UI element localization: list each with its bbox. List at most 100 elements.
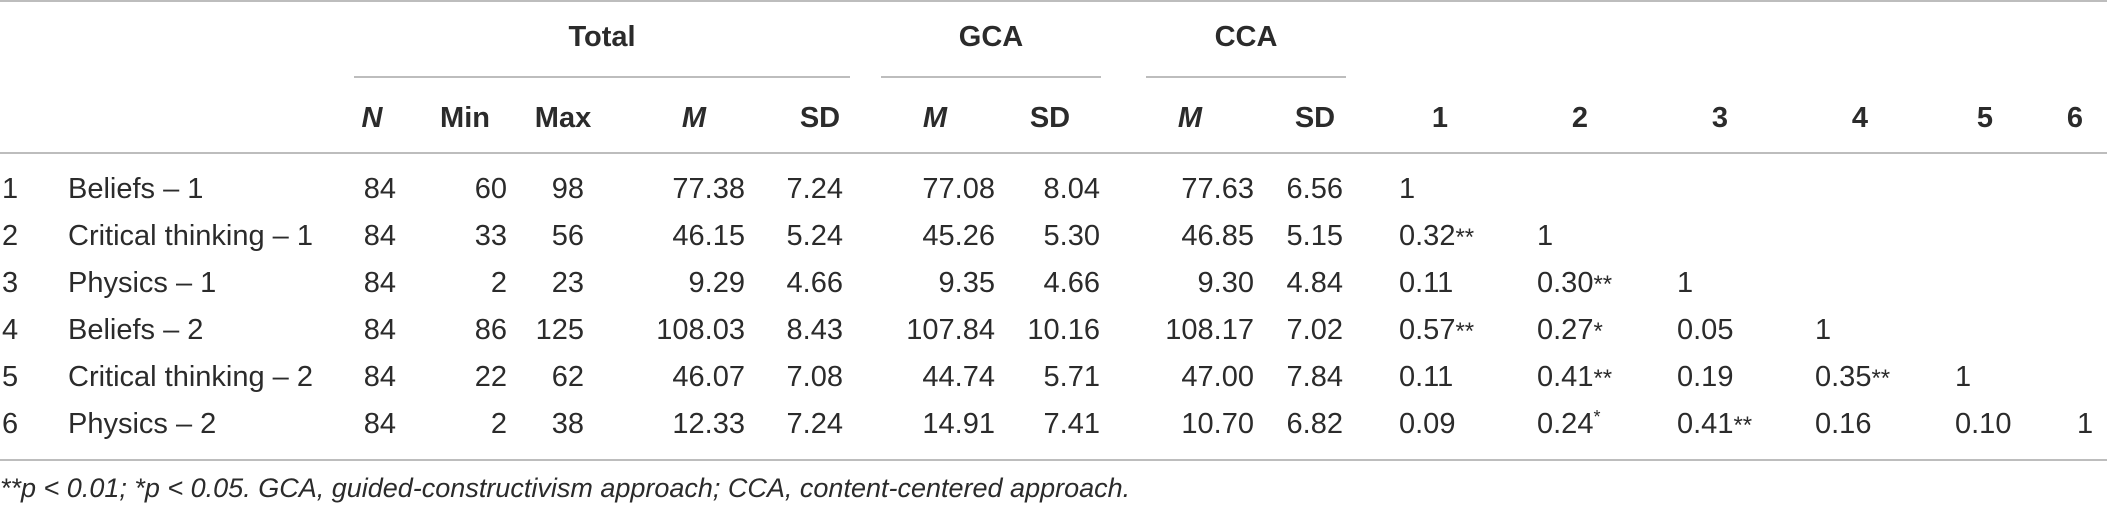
correlation-cell: 1	[2077, 408, 2094, 440]
value-cell: 5.71	[1043, 361, 1100, 393]
value-cell: 60	[474, 173, 507, 205]
value-cell: 108.17	[1165, 314, 1254, 346]
value-cell: 46.15	[672, 220, 745, 252]
value-cell: 7.02	[1286, 314, 1343, 346]
value-cell: 23	[551, 267, 584, 299]
value-cell: 33	[474, 220, 507, 252]
correlation-cell: 0.09	[1399, 408, 1456, 440]
row-label: Beliefs – 2	[68, 314, 204, 346]
column-header: SD	[1029, 102, 1071, 134]
value-cell: 7.41	[1043, 408, 1100, 440]
row-number: 3	[2, 267, 19, 299]
table-top-rule	[0, 0, 2107, 2]
value-cell: 4.66	[1043, 267, 1100, 299]
value-cell: 9.35	[938, 267, 995, 299]
value-cell: 84	[363, 314, 396, 346]
value-cell: 125	[535, 314, 584, 346]
value-cell: 5.24	[786, 220, 843, 252]
column-header: M	[922, 102, 948, 134]
value-cell: 10.16	[1027, 314, 1100, 346]
value-cell: 5.30	[1043, 220, 1100, 252]
correlation-cell: 1	[1955, 361, 1972, 393]
value-cell: 84	[363, 173, 396, 205]
row-number: 1	[2, 173, 19, 205]
group-rule-total	[354, 76, 850, 78]
value-cell: 107.84	[906, 314, 995, 346]
value-cell: 44.74	[922, 361, 995, 393]
value-cell: 84	[363, 220, 396, 252]
column-header: N	[361, 102, 383, 134]
column-header: 6	[2066, 102, 2084, 134]
value-cell: 77.08	[922, 173, 995, 205]
row-label: Critical thinking – 1	[68, 220, 313, 252]
value-cell: 9.29	[688, 267, 745, 299]
correlation-cell: 0.32**	[1399, 220, 1475, 252]
value-cell: 46.85	[1181, 220, 1254, 252]
value-cell: 10.70	[1181, 408, 1254, 440]
value-cell: 6.82	[1286, 408, 1343, 440]
value-cell: 12.33	[672, 408, 745, 440]
column-header: Min	[440, 102, 490, 134]
value-cell: 56	[551, 220, 584, 252]
value-cell: 5.15	[1286, 220, 1343, 252]
row-number: 2	[2, 220, 19, 252]
value-cell: 45.26	[922, 220, 995, 252]
value-cell: 7.24	[786, 173, 843, 205]
value-cell: 86	[474, 314, 507, 346]
column-header: 4	[1851, 102, 1869, 134]
table-bottom-rule	[0, 459, 2107, 461]
correlation-cell: 1	[1399, 173, 1416, 205]
value-cell: 84	[363, 267, 396, 299]
correlation-cell: 0.11	[1399, 267, 1454, 299]
correlation-cell: 0.41**	[1677, 408, 1753, 440]
value-cell: 84	[363, 408, 396, 440]
column-header: 5	[1976, 102, 1994, 134]
correlation-cell: 0.05	[1677, 314, 1734, 346]
correlation-cell: 0.10	[1955, 408, 2012, 440]
correlation-cell: 0.30**	[1537, 267, 1613, 299]
column-header: Max	[534, 102, 592, 134]
correlation-cell: 1	[1677, 267, 1694, 299]
significance-marker: **	[1593, 365, 1613, 392]
correlation-cell: 0.19	[1677, 361, 1734, 393]
value-cell: 77.38	[672, 173, 745, 205]
value-cell: 4.84	[1286, 267, 1343, 299]
value-cell: 6.56	[1286, 173, 1343, 205]
column-header: M	[681, 102, 707, 134]
value-cell: 8.04	[1043, 173, 1100, 205]
correlation-cell: 0.11	[1399, 361, 1454, 393]
value-cell: 7.08	[786, 361, 843, 393]
value-cell: 108.03	[656, 314, 745, 346]
column-header: 2	[1571, 102, 1589, 134]
significance-marker: **	[1593, 271, 1613, 298]
value-cell: 2	[490, 267, 507, 299]
significance-marker: **	[1455, 318, 1475, 345]
correlation-cell: 1	[1537, 220, 1554, 252]
value-cell: 8.43	[786, 314, 843, 346]
value-cell: 22	[474, 361, 507, 393]
significance-marker: *	[1593, 407, 1601, 427]
value-cell: 7.24	[786, 408, 843, 440]
value-cell: 2	[490, 408, 507, 440]
column-header: M	[1177, 102, 1203, 134]
correlation-cell: 0.24*	[1537, 407, 1601, 440]
correlation-cell: 0.35**	[1815, 361, 1891, 393]
significance-marker: *	[1593, 318, 1603, 345]
value-cell: 9.30	[1197, 267, 1254, 299]
column-header: SD	[1294, 102, 1336, 134]
significance-marker: **	[1455, 224, 1475, 251]
value-cell: 84	[363, 361, 396, 393]
group-rule-cca	[1146, 76, 1346, 78]
column-header: SD	[799, 102, 841, 134]
value-cell: 7.84	[1286, 361, 1343, 393]
row-number: 6	[2, 408, 19, 440]
correlation-cell: 0.41**	[1537, 361, 1613, 393]
correlation-cell: 0.16	[1815, 408, 1872, 440]
correlation-cell: 1	[1815, 314, 1832, 346]
row-label: Physics – 2	[68, 408, 217, 440]
row-label: Beliefs – 1	[68, 173, 204, 205]
value-cell: 14.91	[922, 408, 995, 440]
value-cell: 38	[551, 408, 584, 440]
significance-marker: **	[1871, 365, 1891, 392]
table-footnote: **p < 0.01; *p < 0.05. GCA, guided-const…	[0, 473, 1131, 503]
